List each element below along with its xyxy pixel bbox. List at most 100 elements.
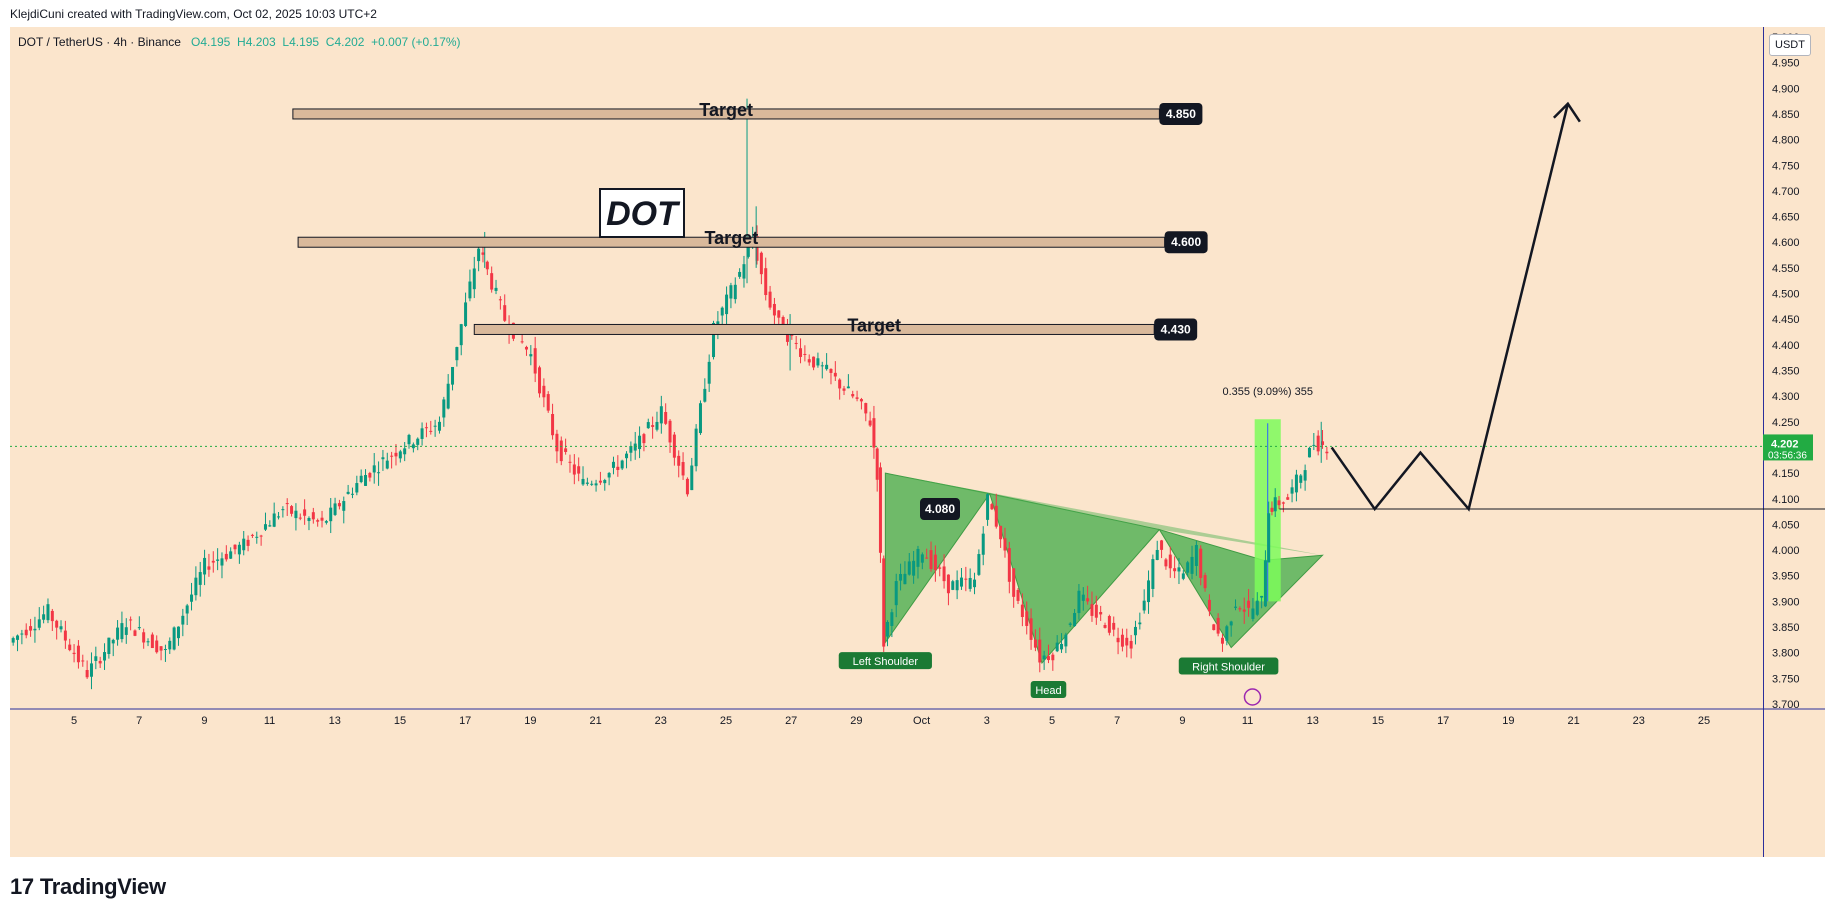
candle-body (1160, 540, 1164, 550)
candle-body (111, 639, 115, 644)
candle-body (833, 372, 837, 377)
candle-body (29, 626, 33, 631)
candle-body (768, 291, 772, 308)
candle-body (694, 428, 698, 467)
candle-body (320, 517, 324, 521)
target-label: Target (847, 315, 901, 335)
candle-body (946, 574, 950, 594)
candle-body (407, 434, 411, 445)
candle-body (1151, 559, 1155, 589)
candle-body (146, 641, 150, 643)
candle-body (616, 466, 620, 471)
low-value: L4.195 (282, 35, 320, 49)
candle-body (1267, 513, 1271, 563)
candle-body (1038, 639, 1042, 663)
candle-body (864, 403, 868, 414)
candle-body (1263, 560, 1267, 607)
candle-body (1238, 608, 1242, 610)
candle-body (672, 434, 676, 458)
candle-body (411, 444, 415, 449)
candle-body (685, 478, 689, 495)
title-box (599, 188, 685, 238)
y-tick-label: 4.250 (1772, 417, 1800, 429)
candle-body (1142, 600, 1146, 611)
candle-body (1316, 435, 1320, 452)
candlestick-chart[interactable]: Target 4.850 Target 4.600 Target 4.430 DOT 4.08… (10, 27, 1825, 857)
candle-body (1325, 451, 1329, 454)
y-tick-label: 3.700 (1772, 699, 1800, 711)
candle-body (1270, 507, 1274, 512)
candle-body (1090, 604, 1094, 616)
candle-body (233, 544, 237, 550)
candle-body (1260, 595, 1264, 598)
candle-body (882, 558, 886, 647)
current-price-tag (1763, 434, 1813, 461)
candle-body (986, 494, 990, 520)
candle-body (681, 462, 685, 476)
candle-body (33, 628, 37, 631)
candle-body (394, 452, 398, 457)
candle-body (85, 670, 89, 678)
pattern-triangle-3 (1158, 528, 1324, 649)
candle-body (1155, 549, 1159, 560)
y-tick-label: 4.900 (1772, 83, 1800, 95)
candle-body (272, 513, 276, 527)
ohlc-header: DOT / TetherUS · 4h · Binance O4.195 H4.… (18, 35, 461, 49)
x-tick-label: 15 (1372, 715, 1384, 727)
candle-body (1229, 621, 1233, 626)
candle-body (1099, 611, 1103, 615)
candle-body (50, 610, 54, 622)
x-tick-label: Oct (913, 715, 930, 727)
current-price-label: 4.202 (1771, 438, 1799, 450)
x-tick-label: 17 (1437, 715, 1449, 727)
candle-body (37, 619, 41, 628)
candle-body (872, 418, 876, 448)
candle-body (1086, 598, 1090, 602)
candle-body (968, 577, 972, 589)
candle-body (994, 505, 998, 527)
candle-body (11, 638, 15, 643)
candle-body (1186, 562, 1190, 573)
candle-body (255, 536, 259, 538)
candle-body (163, 649, 167, 651)
candle-body (955, 580, 959, 591)
candle-body (468, 281, 472, 299)
pattern-triangle-1 (884, 472, 991, 645)
candle-body (1068, 623, 1072, 625)
candle-body (851, 394, 855, 397)
candle-body (625, 453, 629, 459)
candle-body (311, 512, 315, 520)
candle-body (1234, 606, 1238, 608)
candle-body (416, 438, 420, 445)
candle-body (1225, 626, 1229, 641)
candles-layer (11, 98, 1329, 690)
x-tick-label: 7 (136, 715, 142, 727)
candle-body (1216, 617, 1220, 634)
x-tick-label: 5 (71, 715, 77, 727)
candle-body (346, 491, 350, 494)
y-tick-label: 4.000 (1772, 545, 1800, 557)
candle-body (533, 348, 537, 374)
candle-body (237, 544, 241, 555)
candle-body (250, 534, 254, 536)
candle-body (1273, 497, 1277, 512)
candle-body (398, 451, 402, 459)
currency-button[interactable]: USDT (1769, 34, 1811, 56)
candle-body (572, 464, 576, 475)
bolt-icon (1243, 688, 1262, 706)
candle-body (503, 305, 507, 321)
y-tick-label: 4.550 (1772, 263, 1800, 275)
candle-body (424, 427, 428, 429)
axes-layer: 5.0004.9504.9004.8504.8004.7504.7004.650… (10, 32, 1825, 727)
measure-label: 0.355 (9.09%) 355 (1222, 386, 1313, 398)
candle-body (603, 480, 607, 484)
candle-body (846, 386, 850, 389)
candle-body (290, 506, 294, 514)
chart-area[interactable] (10, 27, 1763, 857)
candle-body (720, 307, 724, 316)
candle-body (190, 594, 194, 602)
candle-body (520, 341, 524, 343)
candle-body (807, 359, 811, 363)
candle-body (664, 411, 668, 424)
candle-body (712, 322, 716, 358)
